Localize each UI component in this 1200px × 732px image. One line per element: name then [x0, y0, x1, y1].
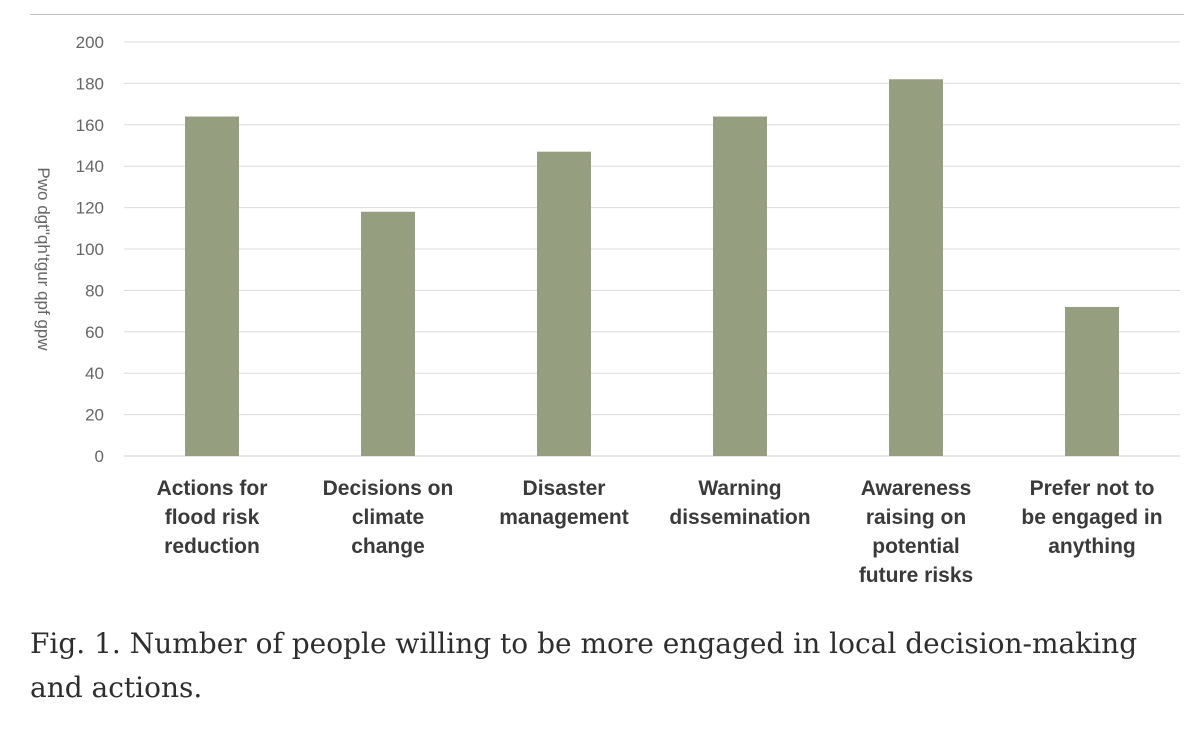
y-axis-label: Pwo dgt"qh'tgur qpf gpw: [34, 167, 53, 351]
bar: [713, 116, 767, 457]
y-tick-label: 60: [85, 323, 104, 342]
bar: [361, 211, 415, 456]
y-tick-label: 200: [76, 33, 104, 52]
bar: [537, 151, 591, 456]
category-label: Decisions on: [323, 477, 454, 500]
figure-caption: Fig. 1. Number of people willing to be m…: [30, 627, 1138, 704]
gridlines: [124, 41, 1180, 457]
y-tick-label: 0: [95, 447, 104, 466]
category-label: flood risk: [165, 506, 260, 529]
category-label: potential: [872, 535, 960, 558]
category-label: be engaged in: [1021, 506, 1162, 529]
category-labels: Actions for flood risk reduction Decisions …: [157, 477, 1163, 587]
bar: [185, 116, 239, 457]
category-label: Warning: [698, 477, 781, 500]
y-tick-label: 180: [76, 74, 104, 93]
category-label: reduction: [164, 535, 260, 558]
category-label: future risks: [859, 564, 973, 587]
y-tick-label: 40: [85, 364, 104, 383]
category-label: Awareness: [861, 477, 972, 500]
category-label: Disaster: [523, 477, 606, 500]
category-label: change: [351, 535, 425, 558]
category-label: climate: [352, 506, 424, 529]
category-label: Prefer not to: [1030, 477, 1155, 500]
bar: [889, 79, 943, 456]
top-rule: [30, 14, 1184, 15]
category-label: dissemination: [669, 506, 810, 529]
y-tick-label: 80: [85, 281, 104, 300]
y-tick-label: 140: [76, 157, 104, 176]
y-tick-label: 100: [76, 240, 104, 259]
bar: [1065, 306, 1119, 456]
y-tick-label: 20: [85, 406, 104, 425]
category-label: anything: [1048, 535, 1136, 558]
bars: [185, 79, 1119, 457]
category-label: management: [499, 506, 629, 529]
y-tick-labels: 0 20 40 60 80 100 120 140 160 180 200: [76, 33, 104, 466]
bar-chart: 0 20 40 60 80 100 120 140 160 180 200 Actions for f…: [34, 33, 1180, 587]
category-label: Actions for: [157, 477, 268, 500]
y-tick-label: 160: [76, 116, 104, 135]
y-tick-label: 120: [76, 199, 104, 218]
category-label: raising on: [866, 506, 966, 529]
